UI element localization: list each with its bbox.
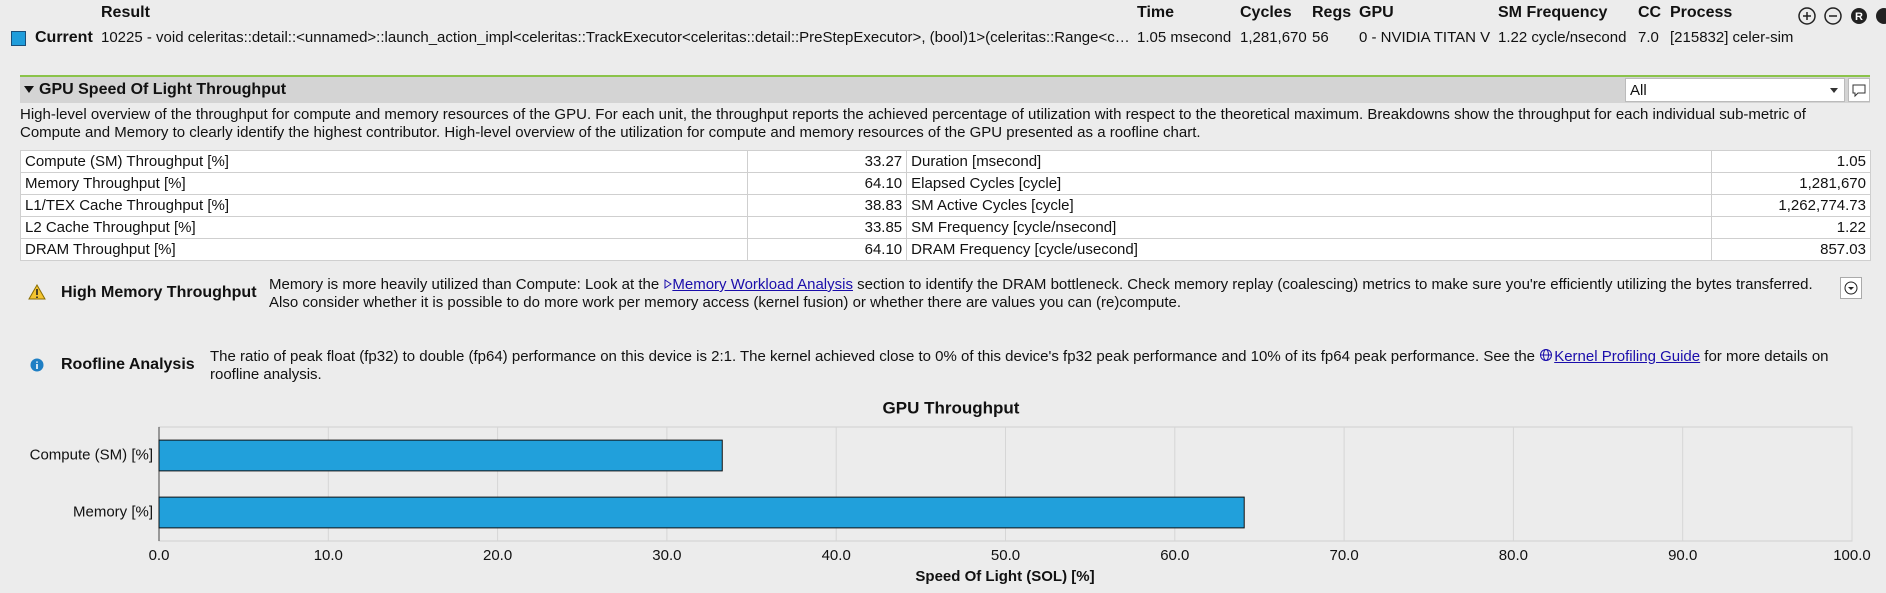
expand-button[interactable] [1840, 277, 1862, 299]
column-header[interactable]: SM Frequency [1498, 4, 1608, 21]
column-header[interactable]: Time [1137, 4, 1175, 21]
metric-name: L1/TEX Cache Throughput [%] [19, 194, 749, 217]
gpu: 0 - NVIDIA TITAN V [1359, 29, 1491, 46]
column-header[interactable]: Result [101, 4, 150, 21]
message-body: Memory is more heavily utilized than Com… [269, 276, 1824, 312]
reset-button[interactable]: R [1851, 8, 1867, 24]
x-tick-label: 80.0 [1499, 547, 1528, 564]
x-tick-label: 40.0 [822, 547, 851, 564]
process: [215832] celer-sim [1670, 29, 1794, 46]
cc: 7.0 [1638, 29, 1659, 46]
message-link[interactable]: Memory Workload Analysis [663, 276, 853, 293]
comment-button[interactable] [1848, 78, 1870, 102]
add-button[interactable] [1798, 7, 1816, 25]
metric-value: 1.22 [1711, 216, 1871, 239]
column-header[interactable]: GPU [1359, 4, 1394, 21]
chart: GPU Throughput Speed Of Light (SOL) [%] … [30, 398, 1871, 585]
x-axis-title: Speed Of Light (SOL) [%] [915, 568, 1094, 585]
message-link[interactable]: Kernel Profiling Guide [1539, 348, 1700, 365]
svg-text:R: R [1855, 11, 1863, 23]
filter-value: All [1630, 82, 1647, 99]
filter-dropdown[interactable]: All [1625, 78, 1845, 102]
metric-value: 857.03 [1711, 238, 1871, 261]
toolbar-icons: R [1798, 7, 1886, 25]
metric-value: 33.85 [747, 216, 908, 239]
link-text[interactable]: Kernel Profiling Guide [1554, 348, 1701, 365]
column-header[interactable]: CC [1638, 4, 1662, 21]
time: 1.05 msecond [1137, 29, 1232, 46]
more-button[interactable] [1876, 8, 1886, 24]
x-tick-label: 20.0 [483, 547, 512, 564]
result-name[interactable]: 10225 - void celeritas::detail::<unnamed… [101, 29, 1130, 46]
x-tick-label: 90.0 [1668, 547, 1697, 564]
metrics-table: Compute (SM) Throughput [%] 33.27 Duration… [19, 150, 1871, 261]
metric-value: 1,262,774.73 [1711, 194, 1871, 217]
metric-value: 1.05 [1711, 150, 1871, 173]
metric-value: 38.83 [747, 194, 908, 217]
x-tick-label: 100.0 [1833, 547, 1871, 564]
message-text: Memory is more heavily utilized than Com… [269, 276, 664, 293]
column-header[interactable]: Regs [1312, 4, 1352, 21]
message-title: Roofline Analysis [61, 356, 195, 373]
x-tick-label: 0.0 [149, 547, 170, 564]
metric-name: SM Active Cycles [cycle] [906, 194, 1712, 217]
table-row: Memory Throughput [%] 64.10 Elapsed Cycles… [19, 172, 1871, 195]
x-tick-label: 50.0 [991, 547, 1020, 564]
column-header[interactable]: Cycles [1240, 4, 1292, 21]
metric-name: DRAM Frequency [cycle/usecond] [906, 238, 1712, 261]
dropdown-arrow [1830, 88, 1838, 93]
comment-icon [1852, 84, 1866, 98]
metric-name: DRAM Throughput [%] [19, 238, 749, 261]
x-tick-label: 10.0 [314, 547, 343, 564]
table-row: L1/TEX Cache Throughput [%] 38.83 SM Activ… [19, 194, 1871, 217]
message-text: The ratio of peak float (fp32) to double… [210, 348, 1540, 365]
table-row: Compute (SM) Throughput [%] 33.27 Duration… [19, 150, 1871, 173]
message-text: for more details on roofline analysis. [210, 348, 1829, 383]
metric-name: Compute (SM) Throughput [%] [19, 150, 749, 173]
globe-icon [1540, 349, 1553, 361]
sm-frequency: 1.22 cycle/nsecond [1498, 29, 1627, 46]
x-tick-label: 70.0 [1329, 547, 1358, 564]
x-tick-label: 60.0 [1160, 547, 1189, 564]
collapse-arrow[interactable] [24, 86, 34, 94]
message-title: High Memory Throughput [61, 284, 257, 301]
x-tick-label: 30.0 [652, 547, 681, 564]
color-swatch [11, 31, 26, 46]
chart-title: GPU Throughput [883, 398, 1020, 417]
remove-button[interactable] [1824, 7, 1842, 25]
current-label: Current [35, 29, 93, 46]
link-icon [664, 279, 673, 289]
y-tick-label: Compute (SM) [%] [30, 446, 153, 463]
metric-value: 64.10 [747, 172, 908, 195]
table-row: DRAM Throughput [%] 64.10 DRAM Frequency [… [19, 238, 1871, 261]
info-icon [30, 358, 44, 372]
metric-value: 1,281,670 [1711, 172, 1871, 195]
metric-name: Elapsed Cycles [cycle] [906, 172, 1712, 195]
column-header[interactable]: Process [1670, 4, 1733, 21]
metric-name: Duration [msecond] [906, 150, 1712, 173]
section-description: High-level overview of the throughput fo… [20, 106, 1806, 141]
section-title: GPU Speed Of Light Throughput [39, 81, 287, 98]
cycles: 1,281,670 [1240, 29, 1307, 46]
metric-value: 64.10 [747, 238, 908, 261]
metric-value: 33.27 [747, 150, 908, 173]
message-body: The ratio of peak float (fp32) to double… [210, 348, 1850, 384]
metric-name: Memory Throughput [%] [19, 172, 749, 195]
link-text[interactable]: Memory Workload Analysis [672, 276, 853, 293]
table-row: L2 Cache Throughput [%] 33.85 SM Frequency… [19, 216, 1871, 239]
metric-name: SM Frequency [cycle/nsecond] [906, 216, 1712, 239]
metric-name: L2 Cache Throughput [%] [19, 216, 749, 239]
section-header[interactable]: GPU Speed Of Light Throughput All [20, 75, 1870, 103]
regs: 56 [1312, 29, 1329, 46]
warning-icon [28, 284, 46, 300]
bar [158, 496, 1245, 529]
y-tick-label: Memory [%] [73, 503, 153, 520]
bar [158, 439, 723, 472]
message-text: section to identify the DRAM bottleneck.… [269, 276, 1813, 311]
